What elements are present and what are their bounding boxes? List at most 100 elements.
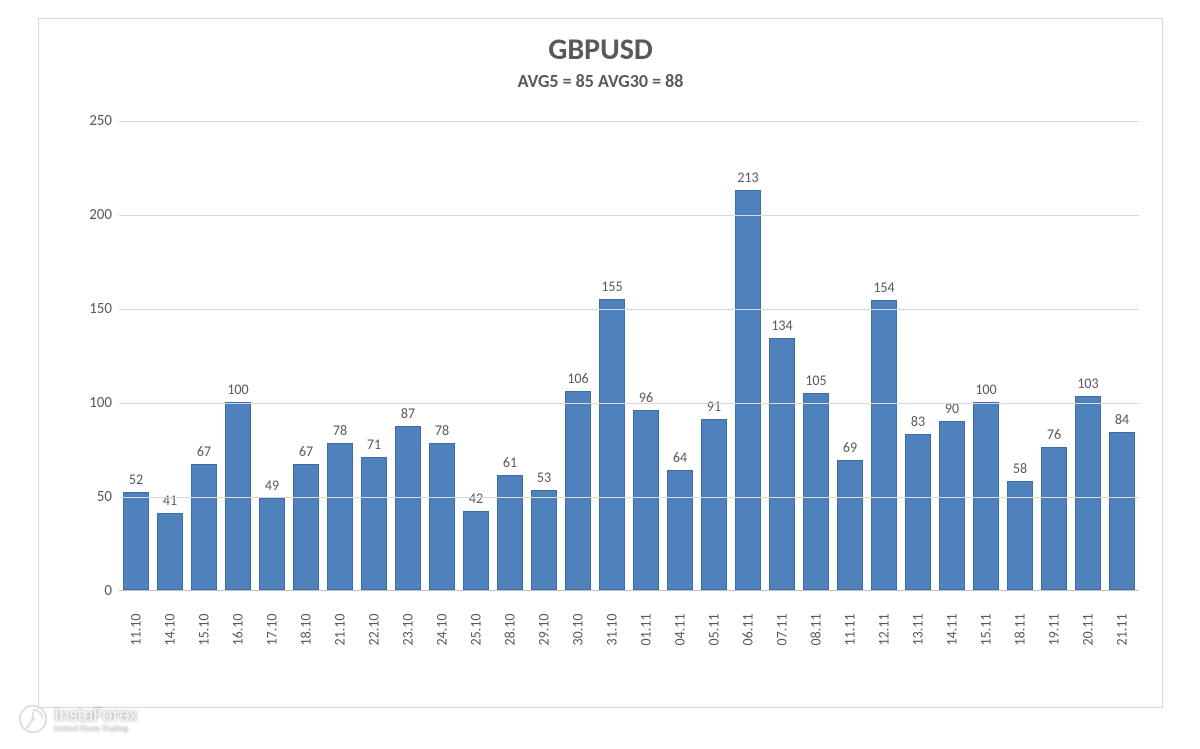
gridline bbox=[119, 309, 1139, 310]
bar-slot: 105 bbox=[799, 121, 833, 590]
bar-value-label: 100 bbox=[227, 381, 248, 398]
bar: 100 bbox=[225, 402, 251, 590]
watermark-text: InstaForex Instant Forex Trading bbox=[54, 705, 138, 733]
x-axis-label: 13.11 bbox=[910, 613, 927, 647]
bar-slot: 71 bbox=[357, 121, 391, 590]
bar: 105 bbox=[803, 393, 829, 590]
bar-slot: 155 bbox=[595, 121, 629, 590]
x-axis-label: 01.11 bbox=[638, 613, 655, 647]
bar: 100 bbox=[973, 402, 999, 590]
bar-value-label: 49 bbox=[265, 477, 279, 494]
x-axis-label: 18.10 bbox=[298, 613, 315, 647]
bar-value-label: 106 bbox=[567, 370, 588, 387]
bar: 49 bbox=[259, 498, 285, 590]
x-axis-label: 17.10 bbox=[264, 613, 281, 647]
bar-slot: 76 bbox=[1037, 121, 1071, 590]
bar-slot: 41 bbox=[153, 121, 187, 590]
bar-slot: 64 bbox=[663, 121, 697, 590]
x-axis-label: 11.10 bbox=[128, 613, 145, 647]
x-axis-label: 29.10 bbox=[536, 613, 553, 647]
bar: 53 bbox=[531, 490, 557, 590]
chart-container: GBPUSD AVG5 = 85 AVG30 = 88 524167100496… bbox=[38, 18, 1163, 708]
bar-slot: 58 bbox=[1003, 121, 1037, 590]
bar-value-label: 78 bbox=[333, 422, 347, 439]
x-axis-label: 31.10 bbox=[604, 613, 621, 647]
x-axis-label: 28.10 bbox=[502, 613, 519, 647]
bar: 84 bbox=[1109, 432, 1135, 590]
bar: 154 bbox=[871, 300, 897, 590]
bar-slot: 134 bbox=[765, 121, 799, 590]
bar-slot: 61 bbox=[493, 121, 527, 590]
x-axis-label: 25.10 bbox=[468, 613, 485, 647]
bar-value-label: 154 bbox=[873, 279, 894, 296]
x-axis-label: 24.10 bbox=[434, 613, 451, 647]
bar: 67 bbox=[191, 464, 217, 590]
bar-slot: 103 bbox=[1071, 121, 1105, 590]
bar: 52 bbox=[123, 492, 149, 590]
gridline bbox=[119, 497, 1139, 498]
x-axis-label: 06.11 bbox=[740, 613, 757, 647]
bar: 106 bbox=[565, 391, 591, 590]
bar-slot: 49 bbox=[255, 121, 289, 590]
bar-value-label: 78 bbox=[435, 422, 449, 439]
x-axis-label: 04.11 bbox=[672, 613, 689, 647]
bar-value-label: 53 bbox=[537, 469, 551, 486]
bar: 71 bbox=[361, 457, 387, 590]
bar: 134 bbox=[769, 338, 795, 590]
bar-slot: 100 bbox=[221, 121, 255, 590]
bar-slot: 106 bbox=[561, 121, 595, 590]
bar-slot: 53 bbox=[527, 121, 561, 590]
y-axis-label: 50 bbox=[72, 488, 112, 506]
bar: 103 bbox=[1075, 396, 1101, 590]
bar-slot: 154 bbox=[867, 121, 901, 590]
x-axis-label: 18.11 bbox=[1012, 613, 1029, 647]
bar-value-label: 155 bbox=[601, 278, 622, 295]
bar-value-label: 87 bbox=[401, 405, 415, 422]
x-axis-label: 16.10 bbox=[230, 613, 247, 647]
bar-slot: 84 bbox=[1105, 121, 1139, 590]
bar-value-label: 213 bbox=[737, 169, 758, 186]
x-axis-label: 15.10 bbox=[196, 613, 213, 647]
bar: 83 bbox=[905, 434, 931, 590]
bar-slot: 87 bbox=[391, 121, 425, 590]
bar: 155 bbox=[599, 299, 625, 590]
bar-value-label: 84 bbox=[1115, 411, 1129, 428]
bar-value-label: 67 bbox=[299, 443, 313, 460]
bar-slot: 83 bbox=[901, 121, 935, 590]
bar-value-label: 52 bbox=[129, 471, 143, 488]
bar-slot: 42 bbox=[459, 121, 493, 590]
watermark: InstaForex Instant Forex Trading bbox=[18, 704, 138, 734]
x-axis-label: 21.11 bbox=[1114, 613, 1131, 647]
x-axis-label: 07.11 bbox=[774, 613, 791, 647]
bar-slot: 100 bbox=[969, 121, 1003, 590]
x-axis-label: 20.11 bbox=[1080, 613, 1097, 647]
x-axis-label: 08.11 bbox=[808, 613, 825, 647]
plot-area: 5241671004967787187784261531061559664912… bbox=[119, 121, 1139, 591]
x-axis-label: 15.11 bbox=[978, 613, 995, 647]
bar-value-label: 41 bbox=[163, 492, 177, 509]
x-axis-label: 05.11 bbox=[706, 613, 723, 647]
instaforex-logo-icon bbox=[18, 704, 48, 734]
gridline bbox=[119, 121, 1139, 122]
bar-slot: 96 bbox=[629, 121, 663, 590]
bar-value-label: 105 bbox=[805, 372, 826, 389]
x-axis-label: 12.11 bbox=[876, 613, 893, 647]
bar-slot: 91 bbox=[697, 121, 731, 590]
bar-value-label: 42 bbox=[469, 490, 483, 507]
bar: 42 bbox=[463, 511, 489, 590]
bar-value-label: 134 bbox=[771, 317, 792, 334]
bar: 90 bbox=[939, 421, 965, 590]
x-axis-label: 23.10 bbox=[400, 613, 417, 647]
bar-value-label: 83 bbox=[911, 413, 925, 430]
bar: 87 bbox=[395, 426, 421, 590]
chart-title: GBPUSD bbox=[39, 31, 1162, 68]
x-axis-label: 22.10 bbox=[366, 613, 383, 647]
bar-slot: 78 bbox=[425, 121, 459, 590]
x-axis-label: 19.11 bbox=[1046, 613, 1063, 647]
y-axis-label: 100 bbox=[72, 394, 112, 412]
bar: 41 bbox=[157, 513, 183, 590]
bar: 69 bbox=[837, 460, 863, 590]
bar: 78 bbox=[429, 443, 455, 590]
bar-slot: 69 bbox=[833, 121, 867, 590]
gridline bbox=[119, 403, 1139, 404]
